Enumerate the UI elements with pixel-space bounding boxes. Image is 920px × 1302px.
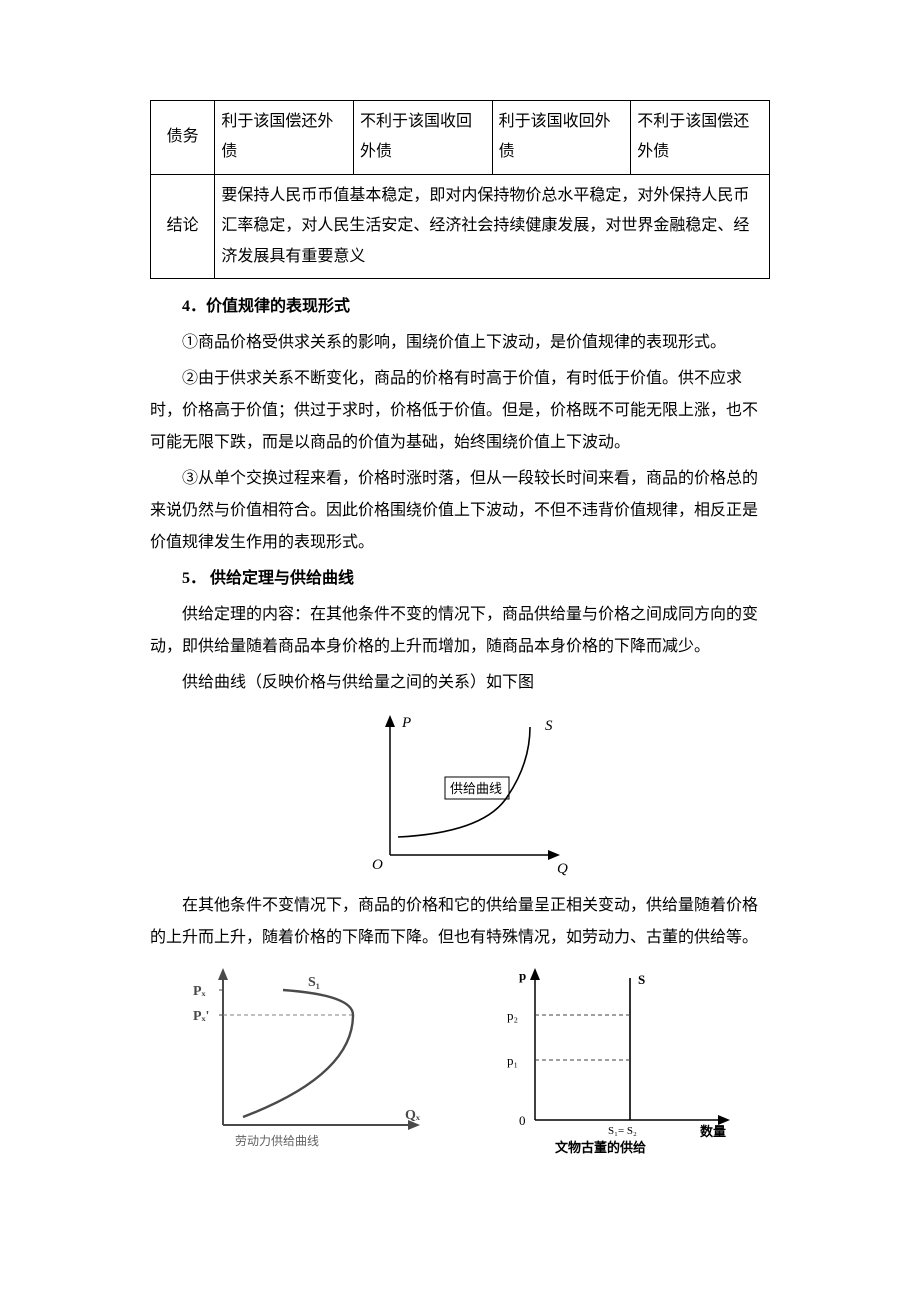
svg-text:P: P [401,715,411,731]
antique-supply-chart: p 0 数量 Sp₂ p₁ S₁= S₂ 文物古董的供给 [485,960,745,1160]
svg-text:Pₓ: Pₓ [193,984,207,999]
supply-curve-svg: P Q O S 供给曲线 [345,705,575,880]
table-row: 债务 利于该国偿还外债 不利于该国收回外债 利于该国收回外债 不利于该国偿还外债 [151,101,770,175]
page: 债务 利于该国偿还外债 不利于该国收回外债 利于该国收回外债 不利于该国偿还外债… [0,0,920,1290]
section4-p1: ①商品价格受供求关系的影响，围绕价值上下波动，是价值规律的表现形式。 [150,327,770,359]
supply-curve-chart: P Q O S 供给曲线 [150,705,770,880]
special-charts-row: Pₓ Pₓ' Qₓ S₁ 劳动力供给曲线 p 0 数量 Sp₂ p₁ S₁= S₂ 文物古董的供给 [150,960,770,1160]
svg-text:供给曲线: 供给曲线 [450,781,502,796]
section5-title: 5． 供给定理与供给曲线 [150,563,770,595]
svg-text:S₁= S₂: S₁= S₂ [608,1125,637,1137]
svg-text:p₁: p₁ [507,1053,518,1068]
svg-text:劳动力供给曲线: 劳动力供给曲线 [235,1134,319,1148]
section5-p3: 在其他条件不变情况下，商品的价格和它的供给量呈正相关变动，供给量随着价格的上升而… [150,890,770,954]
section5-p2: 供给曲线（反映价格与供给量之间的关系）如下图 [150,667,770,699]
cell: 利于该国偿还外债 [215,101,354,175]
section4-title: 4．价值规律的表现形式 [150,291,770,323]
svg-text:Pₓ': Pₓ' [193,1009,209,1024]
section5-p1: 供给定理的内容：在其他条件不变的情况下，商品供给量与价格之间成同方向的变动，即供… [150,599,770,663]
svg-text:0: 0 [519,1113,526,1128]
cell: 利于该国收回外债 [492,101,631,175]
svg-text:p₂: p₂ [507,1008,518,1023]
svg-text:S: S [638,972,645,987]
cell: 不利于该国偿还外债 [631,101,770,175]
svg-text:数量: 数量 [700,1124,726,1139]
svg-text:p: p [519,968,526,983]
svg-text:O: O [372,857,383,873]
conclusion-cell: 要保持人民币币值基本稳定，即对内保持物价总水平稳定，对外保持人民币汇率稳定，对人… [215,174,770,278]
row-label-debt: 债务 [151,101,215,175]
table-row: 结论 要保持人民币币值基本稳定，即对内保持物价总水平稳定，对外保持人民币汇率稳定… [151,174,770,278]
svg-text:文物古董的供给: 文物古董的供给 [555,1140,646,1155]
svg-text:S: S [545,718,553,734]
svg-text:Qₓ: Qₓ [405,1108,421,1123]
row-label-conclusion: 结论 [151,174,215,278]
summary-table: 债务 利于该国偿还外债 不利于该国收回外债 利于该国收回外债 不利于该国偿还外债… [150,100,770,279]
svg-text:S₁: S₁ [308,975,320,990]
section4-p2: ②由于供求关系不断变化，商品的价格有时高于价值，有时低于价值。供不应求时，价格高… [150,363,770,459]
labor-supply-chart: Pₓ Pₓ' Qₓ S₁ 劳动力供给曲线 [175,960,435,1160]
cell: 不利于该国收回外债 [353,101,492,175]
svg-text:Q: Q [557,861,568,877]
section4-p3: ③从单个交换过程来看，价格时涨时落，但从一段较长时间来看，商品的价格总的来说仍然… [150,463,770,559]
